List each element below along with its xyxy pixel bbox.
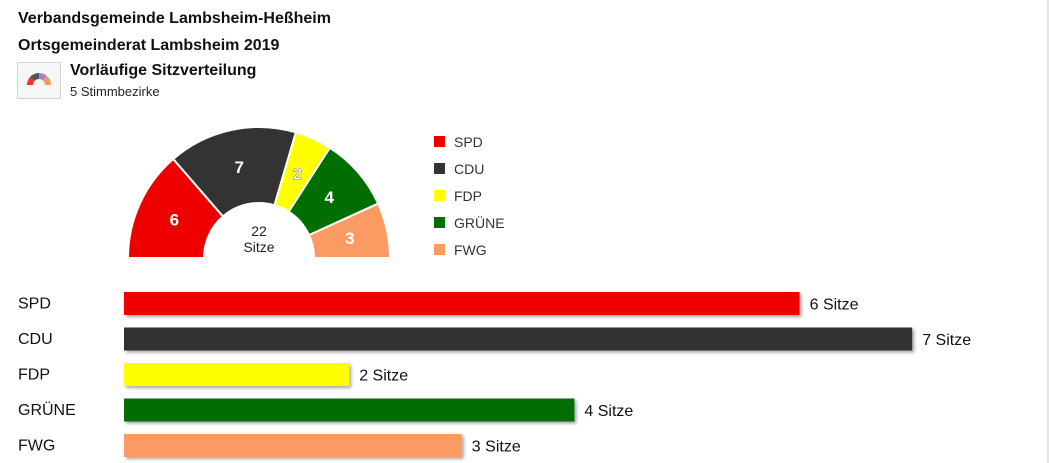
bar-value-label-spd: 6 Sitze (810, 297, 859, 314)
municipality-title: Verbandsgemeinde Lambsheim-Heßheim (18, 10, 331, 27)
bar-gruene[interactable] (124, 398, 575, 422)
legend-label: CDU (454, 160, 485, 177)
bar-fwg[interactable] (124, 434, 462, 457)
chart-legend: SPD CDU FDP GRÜNE FWG (434, 128, 505, 263)
legend-item-fdp[interactable]: FDP (434, 182, 505, 209)
legend-swatch (434, 163, 445, 174)
chart-subtitle: Vorläufige Sitzverteilung (70, 62, 257, 79)
legend-label: SPD (454, 133, 483, 150)
legend-item-cdu[interactable]: CDU (434, 155, 505, 182)
bar-value-label-cdu: 7 Sitze (922, 332, 971, 349)
bar-category-label-fdp: FDP (18, 367, 50, 384)
legend-label: FWG (454, 241, 487, 258)
parliament-chart-icon[interactable] (17, 62, 61, 99)
bar-fdp[interactable] (124, 363, 350, 386)
pie-value-label-fdp: 2 (293, 164, 302, 183)
bar-value-label-gruene: 4 Sitze (584, 403, 633, 420)
bar-cdu[interactable] (124, 327, 913, 351)
right-border (1047, 0, 1049, 463)
legend-swatch (434, 136, 445, 147)
pie-value-label-fwg: 3 (345, 229, 354, 248)
legend-swatch (434, 217, 445, 228)
legend-swatch (434, 190, 445, 201)
bar-category-label-fwg: FWG (18, 438, 55, 455)
bar-category-label-spd: SPD (18, 296, 51, 313)
pie-slice-fwg[interactable] (307, 202, 392, 259)
legend-label: GRÜNE (454, 214, 505, 231)
bar-spd[interactable] (124, 292, 800, 315)
district-count: 5 Stimmbezirke (70, 84, 160, 99)
total-seats-number: 22 (251, 223, 267, 239)
legend-item-spd[interactable]: SPD (434, 128, 505, 155)
pie-value-label-spd: 6 (170, 210, 179, 229)
bar-category-label-cdu: CDU (18, 331, 53, 348)
bar-value-label-fwg: 3 Sitze (472, 439, 521, 456)
legend-swatch (434, 244, 445, 255)
bar-value-label-fdp: 2 Sitze (359, 368, 408, 385)
pie-value-label-gruene: 4 (325, 188, 335, 207)
pie-value-label-cdu: 7 (234, 158, 243, 177)
legend-item-fwg[interactable]: FWG (434, 236, 505, 263)
council-title: Ortsgemeinderat Lambsheim 2019 (18, 37, 280, 54)
bar-category-label-gruene: GRÜNE (18, 401, 76, 419)
total-seats-label: Sitze (243, 239, 274, 255)
legend-label: FDP (454, 187, 482, 204)
seat-bar-chart: SPD 6 Sitze CDU 7 Sitze FDP 2 Sitze GRÜNE 4 Sit… (18, 292, 971, 457)
legend-item-gruene[interactable]: GRÜNE (434, 209, 505, 236)
pie-slice-cdu[interactable] (171, 126, 298, 218)
